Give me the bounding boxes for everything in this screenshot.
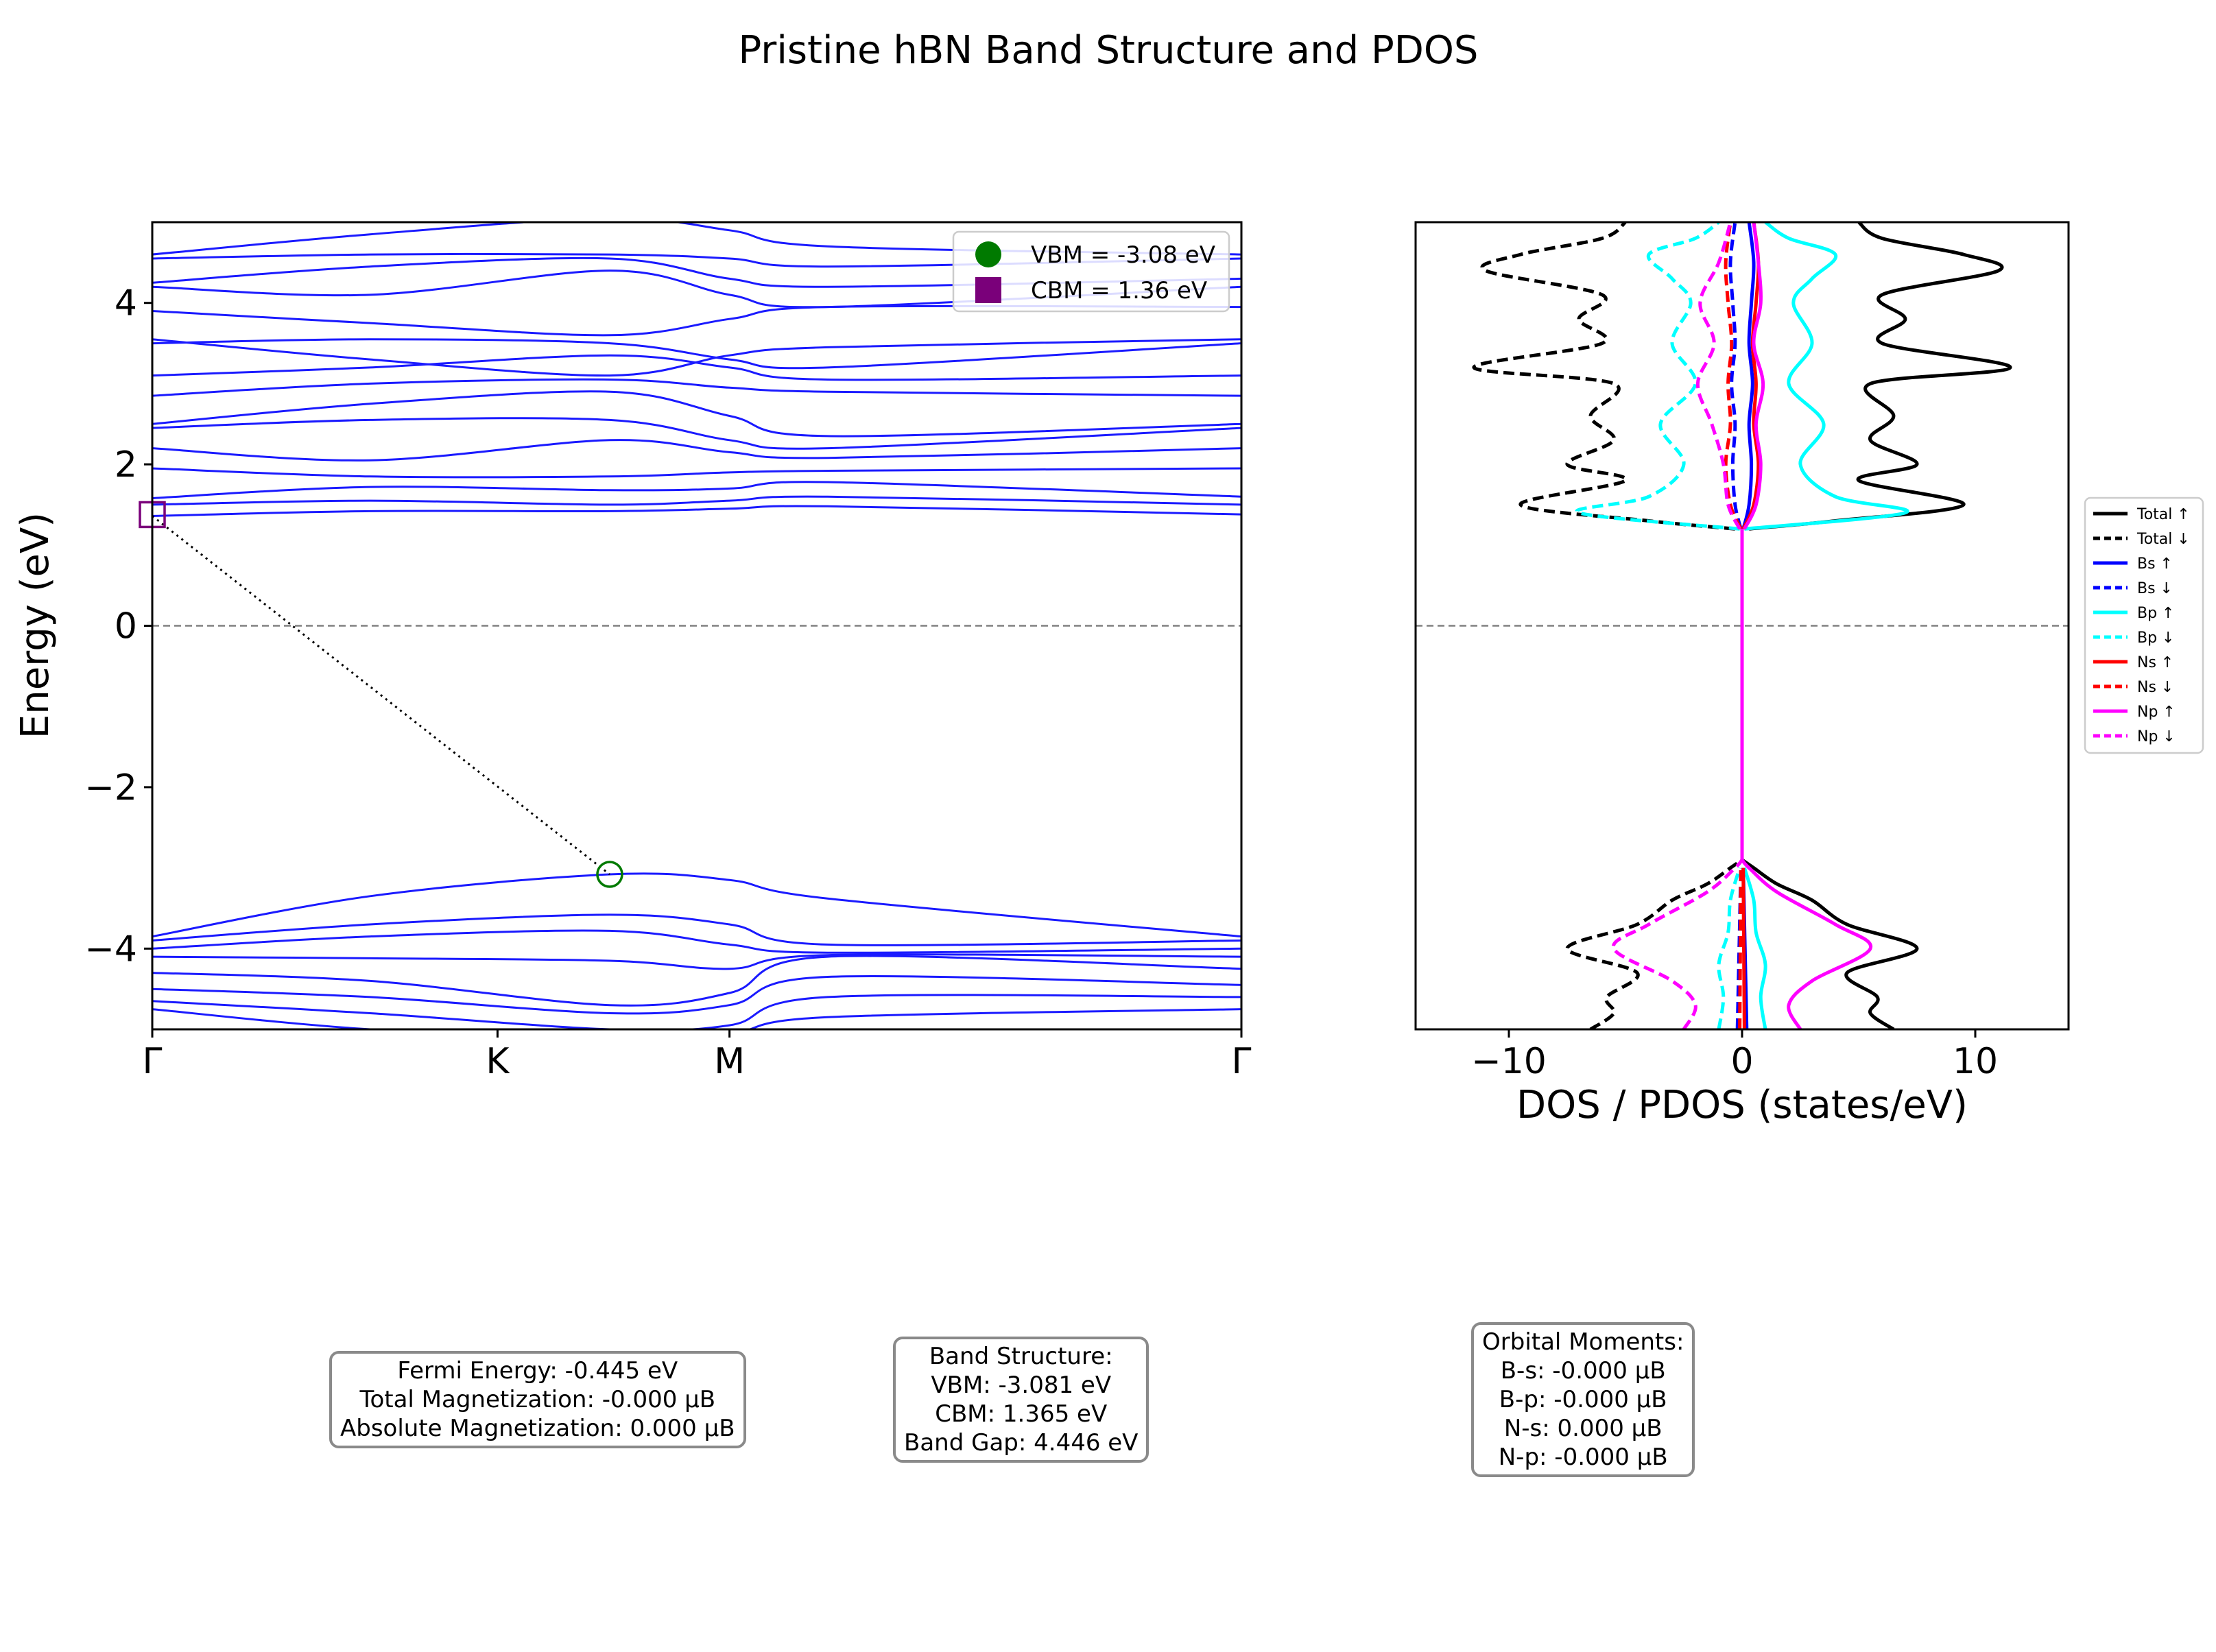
dos-series-line — [1565, 858, 1743, 1029]
conduction-band-line — [152, 467, 1241, 479]
dos-legend-label: Np ↑ — [2137, 704, 2176, 721]
dos-legend-label: Bp ↓ — [2137, 630, 2174, 647]
figure-title: Pristine hBN Band Structure and PDOS — [739, 28, 1479, 73]
dos-series-line — [1743, 867, 1767, 1029]
dos-series-line — [1748, 222, 2012, 531]
kpoint-label: M — [714, 1041, 745, 1082]
y-tick-label: −4 — [84, 929, 137, 970]
conduction-band-line — [152, 495, 1241, 506]
dos-series-line — [1741, 222, 1756, 529]
y-tick-label: −2 — [84, 767, 137, 809]
valence-band-line — [152, 955, 1241, 1007]
band-gap-text: Band Gap: 4.446 eV — [904, 1429, 1139, 1457]
dos-x-ticks: −10 0 10 — [1471, 1029, 1998, 1082]
band-structure-heading: Band Structure: — [929, 1343, 1113, 1370]
conduction-band-line — [152, 417, 1241, 450]
dos-series-line — [1741, 859, 1872, 1029]
conduction-band-line — [152, 439, 1241, 462]
orbital-moments-box: Orbital Moments: B-s: -0.000 μB B-p: -0.… — [1471, 1322, 1695, 1477]
dos-series-line — [1743, 222, 1765, 530]
fermi-energy-text: Fermi Energy: -0.445 eV — [397, 1357, 678, 1385]
dos-series-line — [1717, 867, 1741, 1029]
kpoint-label: K — [486, 1041, 510, 1082]
b-p-moment-text: B-p: -0.000 μB — [1499, 1386, 1667, 1413]
conduction-band-line — [152, 378, 1241, 397]
band-info-box: Band Structure: VBM: -3.081 eV CBM: 1.36… — [893, 1337, 1149, 1463]
band-legend-label: CBM = 1.36 eV — [1031, 277, 1207, 304]
dos-lines — [1416, 222, 2069, 1029]
valence-band-line — [152, 1008, 1241, 1029]
kpoint-label: Γ — [1232, 1041, 1252, 1082]
vbm-text: VBM: -3.081 eV — [931, 1372, 1112, 1399]
dos-legend-label: Bs ↑ — [2137, 555, 2173, 573]
dos-legend: Total ↑ Total ↓ Bs ↑ Bs ↓ Bp ↑ Bp ↓ Ns ↑ Ns ↓ Np… — [2084, 496, 2204, 754]
dos-legend-label: Ns ↑ — [2137, 654, 2173, 671]
total-magnetization-text: Total Magnetization: -0.000 μB — [359, 1386, 716, 1413]
vbm-legend-marker — [975, 241, 1001, 267]
valence-band-line — [152, 994, 1241, 1029]
dos-legend-label: Bp ↑ — [2137, 605, 2174, 622]
valence-band-line — [152, 975, 1241, 1015]
conduction-band-line — [152, 390, 1241, 438]
fermi-info-box: Fermi Energy: -0.445 eV Total Magnetizat… — [329, 1351, 746, 1448]
band-structure-panel: −4 −2 0 2 4 Γ K M Γ Energy (eV) VBM = -3.08 eV C… — [13, 221, 1252, 1082]
dos-x-tick-label: 0 — [1730, 1041, 1753, 1082]
y-tick-label: 4 — [115, 283, 137, 324]
conduction-band-line — [152, 338, 1241, 377]
vbm-marker — [596, 861, 623, 888]
valence-band-line — [152, 913, 1241, 946]
dos-x-axis-label: DOS / PDOS (states/eV) — [1516, 1083, 1968, 1127]
valence-band-line — [152, 872, 1241, 938]
band-legend-frame — [952, 230, 1230, 313]
dos-x-tick-label: 10 — [1953, 1041, 1998, 1082]
dos-legend-label: Total ↓ — [2136, 531, 2190, 548]
gap-connector-line — [152, 515, 610, 876]
valence-band-line — [152, 953, 1241, 970]
dos-series-line — [1472, 222, 1736, 531]
dos-legend-label: Bs ↓ — [2137, 580, 2173, 597]
dos-series-line — [1738, 867, 1743, 1029]
kpoint-label: Γ — [143, 1041, 163, 1082]
band-extras — [139, 501, 623, 888]
conduction-band-line — [152, 505, 1241, 517]
cbm-legend-marker — [975, 277, 1001, 303]
dos-legend-label: Np ↓ — [2137, 728, 2176, 745]
band-y-ticks: −4 −2 0 2 4 — [84, 283, 152, 970]
y-tick-label: 0 — [115, 606, 137, 647]
band-legend-label: VBM = -3.08 eV — [1031, 241, 1215, 269]
absolute-magnetization-text: Absolute Magnetization: 0.000 μB — [340, 1415, 735, 1442]
band-y-axis-label: Energy (eV) — [13, 512, 58, 739]
dos-series-line — [1695, 222, 1741, 530]
dos-legend-label: Total ↑ — [2136, 506, 2190, 523]
n-s-moment-text: N-s: 0.000 μB — [1503, 1415, 1663, 1442]
conduction-band-line — [152, 354, 1241, 381]
cbm-text: CBM: 1.365 eV — [935, 1400, 1108, 1428]
n-p-moment-text: N-p: -0.000 μB — [1498, 1444, 1668, 1471]
dos-series-line — [1575, 222, 1740, 531]
dos-series-line — [1741, 858, 1919, 1029]
dos-series-line — [1728, 222, 1743, 529]
y-tick-label: 2 — [115, 444, 137, 486]
conduction-band-line — [152, 481, 1241, 499]
b-s-moment-text: B-s: -0.000 μB — [1500, 1357, 1666, 1385]
valence-band-line — [152, 929, 1241, 954]
dos-series-line — [1741, 867, 1746, 1029]
dos-series-line — [1744, 222, 1909, 531]
dos-panel: −10 0 10 DOS / PDOS (states/eV) Total ↑Tot… — [1414, 221, 2204, 1127]
conduction-band-line — [152, 338, 1241, 370]
dos-x-tick-label: −10 — [1471, 1041, 1547, 1082]
orbital-moments-heading: Orbital Moments: — [1482, 1328, 1684, 1356]
band-legend: VBM = -3.08 eV CBM = 1.36 eV — [952, 230, 1230, 313]
band-lines — [152, 222, 1241, 1029]
dos-series-line — [1724, 222, 1743, 530]
dos-series-line — [1612, 859, 1743, 1029]
dos-legend-label: Ns ↓ — [2137, 679, 2173, 696]
